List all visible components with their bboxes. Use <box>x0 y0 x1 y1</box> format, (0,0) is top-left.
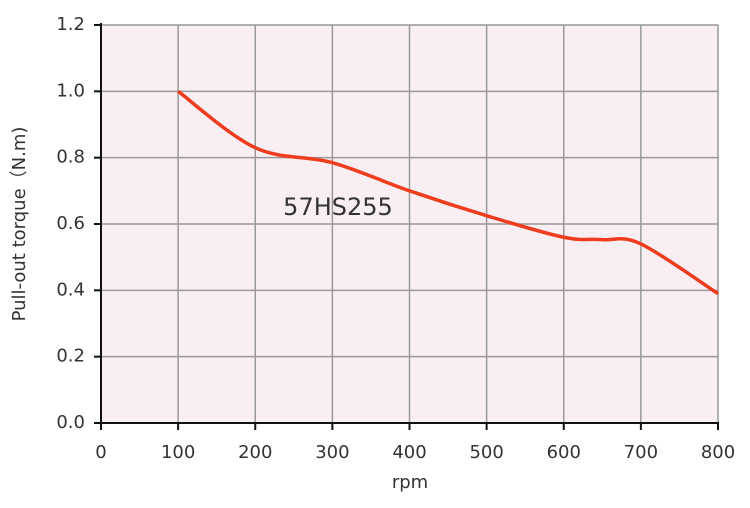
x-tick-label: 0 <box>95 442 106 463</box>
x-tick-label: 400 <box>392 442 426 463</box>
x-tick-label: 100 <box>161 442 195 463</box>
line <box>177 89 719 296</box>
y-tick-label: 0.2 <box>56 346 85 367</box>
y-axis-label: Pull-out torque（N.m) <box>9 127 30 322</box>
x-tick-label: 800 <box>701 442 735 463</box>
x-axis-label: rpm <box>392 472 428 493</box>
y-tick-label: 0.6 <box>56 213 85 234</box>
x-tick-label: 200 <box>238 442 272 463</box>
y-tick-label: 0.8 <box>56 147 85 168</box>
y-tick-label: 0.0 <box>56 412 85 433</box>
y-tick-label: 0.4 <box>56 279 85 300</box>
y-tick-label: 1.2 <box>56 14 85 35</box>
annotation: 57HS255 <box>283 193 393 221</box>
x-tick-label: 600 <box>547 442 581 463</box>
x-tick-label: 500 <box>469 442 503 463</box>
x-tick-label: 300 <box>315 442 349 463</box>
x-tick-label: 700 <box>624 442 658 463</box>
y-tick-label: 1.0 <box>56 80 85 101</box>
